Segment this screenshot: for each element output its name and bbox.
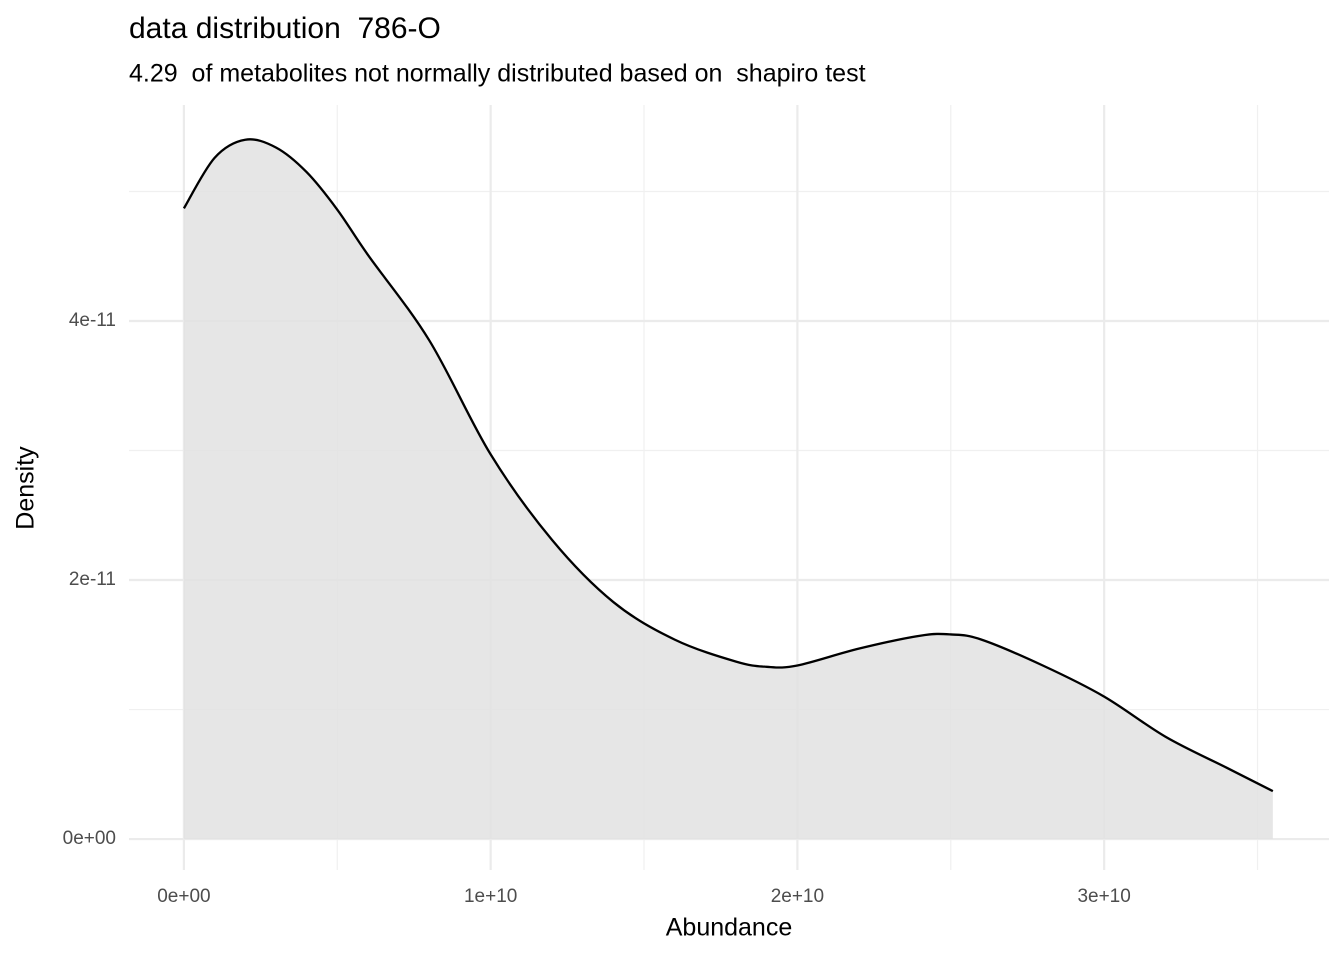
x-tick-label: 0e+00: [157, 886, 210, 907]
y-tick-label: 4e-11: [69, 310, 116, 331]
y-tick-label: 2e-11: [69, 569, 116, 590]
density-line: [182, 138, 1274, 793]
x-tick-label: 2e+10: [771, 886, 824, 907]
chart-subtitle: 4.29 of metabolites not normally distrib…: [129, 60, 866, 88]
density-area: [183, 139, 1273, 840]
x-axis-label: Abundance: [666, 914, 793, 942]
x-tick-label: 3e+10: [1077, 886, 1130, 907]
chart-title: data distribution 786-O: [129, 12, 441, 45]
y-tick-label: 0e+00: [63, 828, 116, 849]
x-tick-label: 1e+10: [464, 886, 517, 907]
y-axis-label: Density: [12, 446, 40, 530]
